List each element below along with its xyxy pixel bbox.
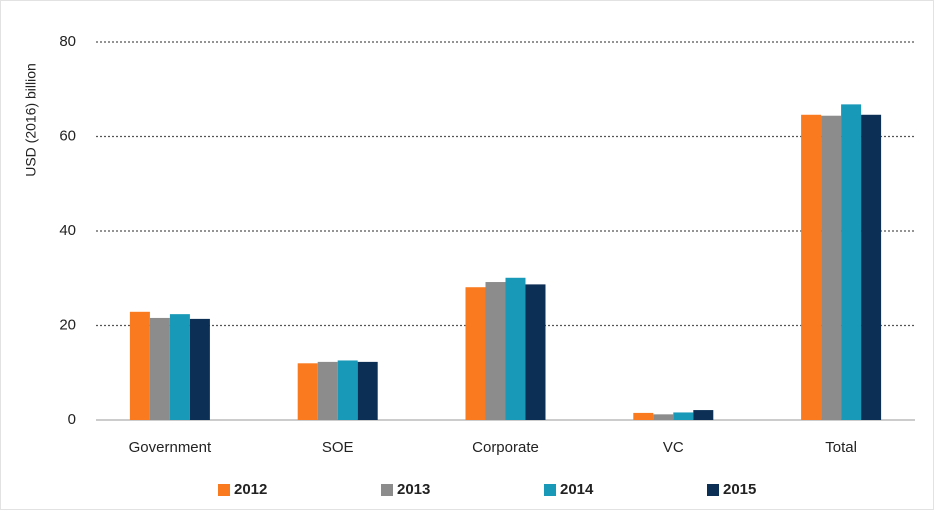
legend-swatch [544,484,556,496]
bar [129,311,150,420]
bar [465,287,486,420]
x-tick-label: VC [663,439,684,456]
bar [297,363,318,420]
legend-swatch [218,484,230,496]
y-tick-label: 60 [59,127,76,144]
bar [149,317,170,420]
x-tick-label: Government [129,439,212,456]
legend-label: 2012 [234,481,267,498]
legend-label: 2015 [723,481,756,498]
bar [317,361,338,420]
bar [801,114,822,420]
bar [633,412,654,420]
legend-swatch [381,484,393,496]
bar [189,318,210,420]
y-tick-label: 0 [68,411,76,428]
bar [337,360,358,420]
bar [841,104,862,421]
bar [485,282,506,420]
legend-swatch [707,484,719,496]
x-tick-label: SOE [322,439,354,456]
y-tick-label: 80 [59,33,76,50]
bar [357,361,378,420]
bar [505,277,526,420]
bar [653,414,674,420]
x-tick-label: Corporate [472,439,539,456]
bar [821,115,842,421]
legend-label: 2013 [397,481,430,498]
y-tick-label: 40 [59,222,76,239]
bar [861,114,882,420]
bar [169,314,190,420]
bar [693,410,714,420]
y-axis-label: USD (2016) billion [23,63,39,177]
legend-label: 2014 [560,481,594,498]
bar [525,284,546,420]
x-tick-label: Total [825,439,857,456]
bar [673,412,694,420]
y-tick-label: 20 [59,316,76,333]
